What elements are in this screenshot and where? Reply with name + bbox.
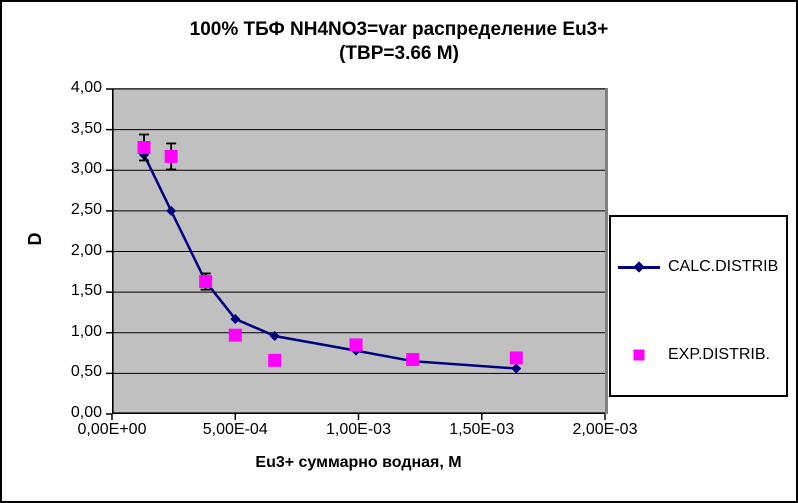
exp-data-point[interactable] <box>228 328 242 342</box>
plot-svg <box>106 88 606 420</box>
legend-item-calc-distrib[interactable]: CALC.DISTRIB <box>611 256 786 278</box>
chart-title-line2: (TBP=3.66 M) <box>339 43 459 64</box>
legend[interactable]: CALC.DISTRIB EXP.DISTRIB. <box>609 215 788 397</box>
calc-data-point[interactable] <box>269 331 280 341</box>
plot-area[interactable] <box>106 88 608 420</box>
calc-data-point[interactable] <box>166 205 177 216</box>
x-axis-tick-label: 0,00E+00 <box>77 421 147 438</box>
exp-data-point[interactable] <box>137 141 151 154</box>
x-axis-tick-label: 5,00E-04 <box>202 421 268 438</box>
x-axis-tick-label: 1,50E-03 <box>449 421 515 438</box>
calc-data-point[interactable] <box>230 313 241 324</box>
y-axis-tick-label: 2,00 <box>70 241 102 259</box>
x-axis-tick-label: 2,00E-03 <box>572 421 638 438</box>
y-axis-tick-label: 4,00 <box>70 79 102 96</box>
legend-item-exp-distrib[interactable]: EXP.DISTRIB. <box>611 344 786 366</box>
exp-data-point[interactable] <box>349 338 363 352</box>
exp-square-marker-icon <box>616 344 662 366</box>
exp-data-point[interactable] <box>406 353 420 367</box>
y-axis-tick-label: 0,50 <box>70 363 102 381</box>
exp-data-point[interactable] <box>268 353 282 367</box>
calc-series-line[interactable] <box>142 154 517 370</box>
calc-data-point[interactable] <box>511 363 522 374</box>
y-axis-tick-label: 1,00 <box>70 322 102 340</box>
y-axis-tick-label: 3,50 <box>70 119 102 137</box>
x-axis-title: Eu3+ суммарно водная, М <box>255 454 462 471</box>
chart-title-line1: 100% ТБФ NH4NO3=var распределение Eu3+ <box>189 19 609 40</box>
calc-line-diamond-marker-icon <box>616 256 662 278</box>
chart-title: 100% ТБФ NH4NO3=var распределение Eu3+ (… <box>2 18 796 66</box>
y-axis-tick-label: 0,00 <box>70 404 102 421</box>
exp-data-point[interactable] <box>199 275 213 289</box>
exp-data-point[interactable] <box>164 149 178 163</box>
y-axis-tick-label: 2,50 <box>70 200 102 218</box>
x-axis-tick-label: 1,00E-03 <box>326 421 391 438</box>
legend-label-calc: CALC.DISTRIB <box>668 258 779 275</box>
y-axis-tick-label: 1,50 <box>70 282 102 300</box>
y-axis-tick-label: 3,00 <box>70 160 102 178</box>
exp-data-point[interactable] <box>509 351 523 365</box>
legend-label-exp: EXP.DISTRIB. <box>668 346 770 363</box>
